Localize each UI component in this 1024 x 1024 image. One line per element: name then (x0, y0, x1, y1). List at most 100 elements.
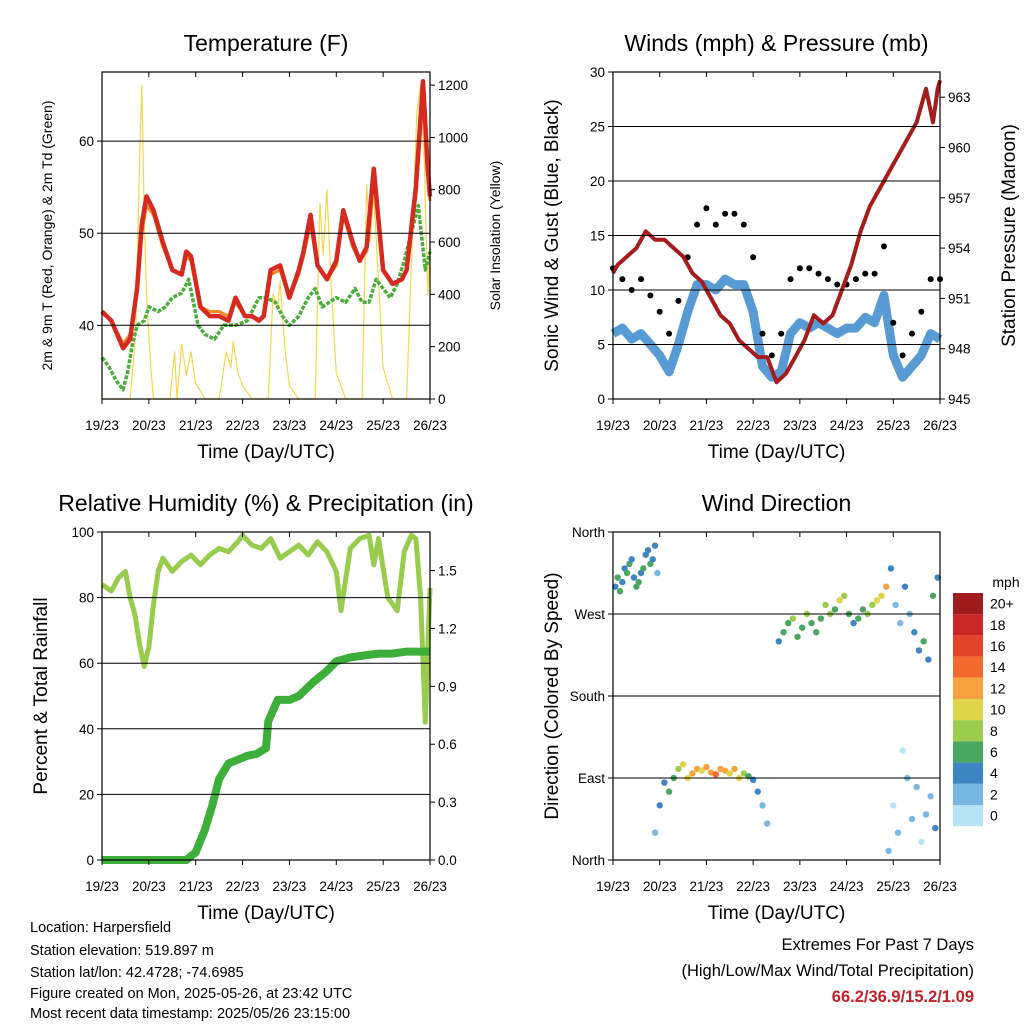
direction-point (635, 578, 642, 586)
direction-point (721, 767, 729, 774)
direction-point (841, 592, 848, 599)
plot-frame (612, 531, 941, 861)
direction-point (679, 761, 687, 768)
y-tick-label: 40 (79, 318, 94, 333)
direction-point (712, 771, 719, 778)
gust-point (750, 254, 757, 261)
extremes-title: Extremes For Past 7 Days (781, 936, 974, 954)
direction-point (726, 770, 733, 777)
y2-tick-label: 800 (438, 183, 461, 198)
legend-swatch (953, 741, 983, 763)
direction-point (649, 556, 656, 563)
direction-point (651, 829, 659, 836)
direction-point (628, 556, 635, 563)
direction-point (789, 615, 797, 622)
direction-point (651, 542, 659, 549)
legend-label: 0 (990, 808, 998, 824)
gust-point (862, 270, 869, 277)
gust-point (703, 205, 710, 212)
extremes-subtitle: (High/Low/Max Wind/Total Precipitation) (681, 962, 974, 980)
y2-tick-label: 960 (948, 140, 971, 155)
x-tick-label: 23/23 (783, 418, 817, 433)
x-tick-label: 21/23 (179, 879, 213, 894)
direction-point (890, 802, 897, 809)
legend-title: mph (992, 574, 1019, 590)
legend-swatch (953, 720, 983, 742)
direction-point (850, 619, 857, 627)
direction-point (731, 765, 738, 773)
x-tick-label: 26/23 (413, 418, 447, 433)
y-tick-label: East (578, 771, 605, 786)
direction-point (630, 574, 638, 581)
legend-swatch (953, 762, 983, 784)
direction-point (873, 597, 881, 604)
direction-point (920, 638, 927, 645)
y-tick-label: 10 (590, 283, 605, 298)
legend-label: 4 (990, 765, 998, 781)
x-tick-label: 23/23 (783, 879, 817, 894)
x-tick-label: 20/23 (132, 879, 166, 894)
legend-label: 20+ (990, 596, 1014, 612)
direction-point (665, 788, 673, 795)
direction-point (918, 838, 925, 845)
x-tick-label: 25/23 (366, 418, 400, 433)
legend-swatch (953, 593, 983, 615)
legend-label: 12 (990, 680, 1006, 696)
x-tick-label: 25/23 (876, 418, 910, 433)
direction-point (619, 578, 626, 586)
y2-tick-label: 0.0 (438, 853, 457, 868)
y2-tick-label: 963 (948, 90, 971, 105)
series-line-total-precipitation (102, 647, 430, 864)
series-line-sonic-wind (610, 274, 943, 382)
x-tick-label: 19/23 (85, 418, 119, 433)
station-location: Location: Harpersfield (30, 920, 172, 936)
legend-swatch (953, 656, 983, 678)
y-tick-label: 50 (79, 226, 94, 241)
y-tick-label: 60 (79, 656, 94, 671)
direction-point (822, 601, 829, 609)
gust-point (712, 221, 719, 228)
x-tick-label: 21/23 (690, 879, 724, 894)
direction-point (859, 606, 867, 613)
gust-point (731, 210, 738, 217)
y2-tick-label: 1000 (438, 130, 468, 145)
direction-point (808, 619, 815, 627)
gust-point (768, 352, 775, 359)
y2-tick-label: 0.3 (438, 795, 457, 810)
x-tick-label: 26/23 (923, 418, 957, 433)
recent-data-timestamp: Most recent data timestamp: 2025/05/26 2… (30, 1006, 351, 1022)
y-axis-label: Percent & Total Rainfall (31, 597, 52, 794)
x-tick-label: 22/23 (226, 879, 260, 894)
direction-point (817, 615, 825, 622)
direction-point (656, 802, 663, 809)
y2-tick-label: 0 (438, 392, 446, 407)
direction-point (698, 767, 705, 774)
gust-point (871, 270, 878, 277)
y-axis-label: Sonic Wind & Gust (Blue, Black) (542, 99, 563, 371)
legend-swatch (953, 614, 983, 636)
direction-point (892, 601, 899, 609)
series-line-station-pressure (611, 79, 942, 385)
y2-axis-label: Station Pressure (Maroon) (999, 124, 1020, 347)
direction-point (759, 802, 766, 809)
direction-point (654, 569, 661, 577)
series-line-2m-t (100, 78, 433, 351)
legend-swatch (953, 635, 983, 657)
legend-swatch (953, 783, 983, 805)
direction-point (612, 583, 619, 590)
y-tick-label: 15 (590, 229, 605, 244)
x-tick-label: 22/23 (226, 418, 260, 433)
x-axis-label: Time (Day/UTC) (708, 442, 846, 463)
x-tick-label: 23/23 (273, 418, 307, 433)
gust-point (694, 221, 701, 228)
y-tick-label: 20 (590, 174, 605, 189)
gust-point (852, 276, 859, 283)
x-tick-label: 22/23 (736, 418, 770, 433)
y-tick-label: South (570, 689, 605, 704)
y2-tick-label: 1.2 (438, 621, 457, 636)
y-tick-label: 60 (79, 134, 94, 149)
y2-tick-label: 400 (438, 287, 461, 302)
gust-point (778, 330, 785, 337)
direction-point (798, 624, 806, 631)
gust-point (759, 330, 766, 337)
